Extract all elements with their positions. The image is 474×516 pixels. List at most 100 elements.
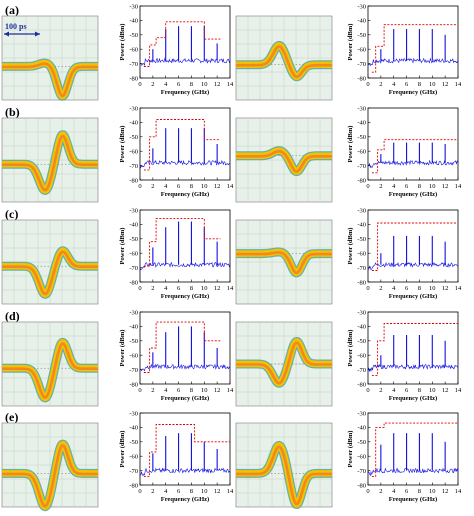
- x-tick-label: 0: [138, 183, 141, 190]
- x-tick-label: 8: [190, 285, 193, 292]
- y-tick-label: -40: [129, 222, 138, 229]
- y-tick-label: -60: [357, 47, 366, 54]
- eye-diagram-d-2: [232, 321, 336, 407]
- y-axis-label: Power (dBm): [119, 24, 126, 61]
- x-tick-label: 12: [442, 488, 449, 495]
- x-tick-label: 12: [442, 387, 449, 394]
- y-tick-label: -70: [357, 265, 366, 272]
- x-tick-label: 8: [190, 183, 193, 190]
- y-tick-label: -60: [357, 251, 366, 258]
- plot-frame: [367, 5, 459, 79]
- eye-trace-band: [235, 150, 333, 173]
- x-axis-label: Frequency (GHz): [161, 293, 209, 300]
- x-axis-label: Frequency (GHz): [389, 293, 437, 300]
- x-tick-label: 12: [214, 183, 221, 190]
- x-tick-label: 6: [177, 285, 181, 292]
- eye-diagram-c-1: [0, 219, 102, 305]
- y-tick-label: -70: [129, 163, 138, 170]
- x-tick-label: 2: [151, 387, 154, 394]
- x-axis-label: Frequency (GHz): [161, 89, 209, 96]
- x-tick-label: 10: [201, 183, 208, 190]
- x-tick-label: 12: [442, 81, 449, 88]
- eye-trace-band: [235, 341, 333, 385]
- plot-frame: [367, 107, 459, 181]
- x-tick-label: 12: [442, 285, 449, 292]
- spectrum-e-2: -30 -40 -50 -60 -70 -800 2 4 6 8 10 12 14 Frequency (…: [347, 410, 462, 503]
- spectrum-e-1: -30 -40 -50 -60 -70 -800 2 4 6 8 10 12 14 Frequency (…: [119, 410, 234, 503]
- scale-bar-arrow-right: [35, 31, 40, 37]
- y-tick-label: -80: [129, 482, 138, 489]
- mask-line: [143, 119, 221, 171]
- y-tick-label: -30: [129, 105, 138, 112]
- y-tick-label: -60: [129, 454, 138, 461]
- y-tick-label: -80: [357, 482, 366, 489]
- y-tick-label: -50: [129, 32, 138, 39]
- eye-diagram-d-1: [0, 321, 102, 407]
- y-tick-label: -50: [357, 236, 366, 243]
- y-tick-label: -80: [357, 177, 366, 184]
- y-tick-label: -80: [357, 279, 366, 286]
- y-tick-label: -30: [129, 207, 138, 214]
- y-axis-label: Power (dBm): [119, 330, 126, 367]
- spectrum-a-2: -30 -40 -50 -60 -70 -800 2 4 6 8 10 12 14 Frequency (…: [347, 3, 462, 96]
- x-tick-label: 14: [227, 183, 234, 190]
- y-axis-label: Power (dBm): [347, 126, 354, 163]
- x-tick-label: 4: [392, 387, 396, 394]
- x-tick-label: 10: [201, 285, 208, 292]
- x-tick-label: 8: [418, 183, 421, 190]
- x-tick-label: 14: [455, 488, 462, 495]
- x-tick-label: 8: [190, 488, 193, 495]
- y-tick-label: -50: [129, 134, 138, 141]
- y-tick-label: -40: [357, 18, 366, 25]
- x-tick-label: 2: [379, 488, 382, 495]
- spectrum-c-2: -30 -40 -50 -60 -70 -800 2 4 6 8 10 12 14 Frequency (…: [347, 207, 462, 300]
- x-tick-label: 2: [151, 183, 154, 190]
- x-axis-label: Frequency (GHz): [389, 191, 437, 198]
- x-tick-label: 10: [429, 387, 436, 394]
- eye-diagram-a-2: [232, 15, 336, 101]
- spectrum-d-2: -30 -40 -50 -60 -70 -800 2 4 6 8 10 12 14 Frequency (…: [347, 309, 462, 402]
- x-tick-label: 10: [429, 81, 436, 88]
- y-tick-label: -30: [357, 207, 366, 214]
- x-tick-label: 12: [214, 387, 221, 394]
- scale-bar-label: 100 ps: [5, 22, 27, 31]
- x-tick-label: 6: [177, 183, 181, 190]
- x-tick-label: 0: [138, 488, 141, 495]
- x-tick-label: 2: [151, 285, 154, 292]
- y-tick-label: -50: [129, 439, 138, 446]
- eye-trace-band: [1, 342, 99, 399]
- y-tick-label: -70: [357, 468, 366, 475]
- y-tick-label: -30: [357, 410, 366, 417]
- y-tick-label: -70: [129, 367, 138, 374]
- noise-floor-trace: [139, 57, 231, 66]
- x-tick-label: 8: [190, 81, 193, 88]
- y-tick-label: -70: [129, 265, 138, 272]
- x-tick-label: 10: [429, 183, 436, 190]
- mask-line: [143, 21, 221, 67]
- x-tick-label: 2: [151, 488, 154, 495]
- row-label-e: (e): [5, 410, 18, 424]
- eye-trace-band: [1, 250, 99, 296]
- y-tick-label: -30: [357, 3, 366, 10]
- y-tick-label: -40: [129, 425, 138, 432]
- y-axis-label: Power (dBm): [119, 228, 126, 265]
- noise-floor-trace: [367, 467, 459, 477]
- x-tick-label: 14: [227, 285, 234, 292]
- y-tick-label: -70: [357, 367, 366, 374]
- eye-diagram-e-1: [0, 422, 102, 512]
- eye-trace-band: [1, 134, 99, 192]
- plot-frame: [139, 412, 231, 486]
- x-tick-label: 6: [405, 285, 409, 292]
- y-tick-label: -50: [357, 338, 366, 345]
- x-tick-label: 14: [455, 387, 462, 394]
- y-tick-label: -50: [129, 236, 138, 243]
- x-axis-label: Frequency (GHz): [161, 395, 209, 402]
- x-tick-label: 8: [418, 488, 421, 495]
- x-tick-label: 14: [455, 81, 462, 88]
- eye-diagram-a-1: [0, 15, 102, 101]
- x-tick-label: 6: [405, 387, 409, 394]
- x-tick-label: 0: [366, 387, 369, 394]
- scale-bar-arrow-left: [4, 31, 9, 37]
- x-tick-label: 0: [138, 81, 141, 88]
- x-tick-label: 2: [379, 183, 382, 190]
